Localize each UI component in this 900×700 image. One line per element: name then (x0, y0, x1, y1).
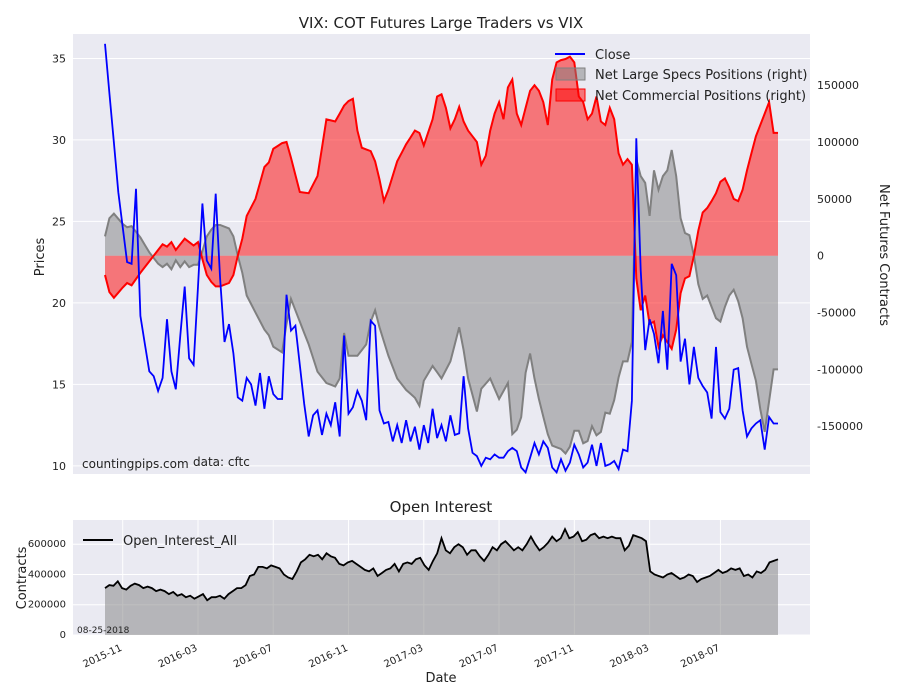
series-lines (104, 43, 778, 475)
oi-y-tick-label: 400000 (28, 569, 66, 580)
left-tick-label: 20 (52, 297, 66, 310)
oi-area (104, 526, 779, 635)
source-annotation: countingpips.com (82, 457, 189, 471)
left-tick-label: 35 (52, 52, 66, 65)
commercial-area (105, 56, 778, 349)
x-axis-label: Date (425, 671, 456, 686)
legend-specs-swatch (555, 67, 586, 81)
oi-chart-title: Open Interest (390, 498, 493, 516)
oi-legend: Open_Interest_All (83, 534, 237, 549)
x-tick-label: 2015-11 (81, 643, 124, 671)
close-line (104, 43, 778, 475)
right-tick-label: -100000 (817, 363, 863, 376)
x-tick-label: 2017-03 (383, 643, 426, 671)
x-tick-label: 2016-03 (157, 643, 200, 671)
data-annotation: data: cftc (193, 455, 250, 469)
legend-commercial-label: Net Commercial Positions (right) (595, 89, 806, 104)
oi-y-tick-label: 0 (60, 630, 66, 641)
right-tick-label: 100000 (817, 136, 859, 149)
price-chart-title: VIX: COT Futures Large Traders vs VIX (299, 14, 584, 32)
left-tick-labels: 10 15 20 25 30 35 (52, 52, 66, 472)
right-tick-labels: -150000 -100000 -50000 0 50000 100000 150000 (817, 79, 863, 433)
oi-line (104, 526, 779, 602)
net-positions-areas (105, 56, 778, 454)
legend-oi-label: Open_Interest_All (123, 534, 237, 549)
left-tick-label: 15 (52, 378, 66, 391)
left-tick-label: 30 (52, 134, 66, 147)
oi-axis-label: Contracts (15, 546, 30, 609)
specs-area (105, 150, 778, 454)
oi-x-tick-labels: 2015-11 2016-03 2016-07 2016-11 2017-03 2017-… (81, 643, 721, 671)
right-tick-label: 50000 (817, 193, 852, 206)
oi-y-tick-label: 600000 (28, 539, 66, 550)
legend-commercial-swatch (555, 88, 586, 102)
oi-fill (105, 529, 778, 635)
x-tick-label: 2016-11 (307, 643, 350, 671)
open-interest-panel: 0 200000 400000 600000 2015-11 2016-03 2016-0… (15, 498, 810, 686)
left-tick-label: 10 (52, 460, 66, 473)
right-axis-label: Net Futures Contracts (876, 184, 891, 326)
left-tick-label: 25 (52, 215, 66, 228)
right-tick-label: 150000 (817, 79, 859, 92)
oi-y-tick-labels: 0 200000 400000 600000 (28, 539, 66, 641)
right-tick-label: 0 (817, 250, 824, 263)
legend-close-label: Close (595, 48, 630, 63)
x-tick-label: 2018-03 (608, 643, 651, 671)
right-tick-label: -150000 (817, 420, 863, 433)
x-tick-label: 2018-07 (679, 643, 722, 671)
date-annotation: 08-25-2018 (77, 626, 130, 636)
x-tick-label: 2016-07 (232, 643, 275, 671)
price-panel: 10 15 20 25 30 35 -150000 -100000 -50000 0 50000 1… (33, 14, 891, 475)
right-tick-label: -50000 (817, 307, 856, 320)
legend-specs-label: Net Large Specs Positions (right) (595, 68, 807, 83)
oi-y-tick-label: 200000 (28, 600, 66, 611)
x-tick-label: 2017-07 (458, 643, 501, 671)
left-axis-label: Prices (33, 238, 48, 277)
x-tick-label: 2017-11 (533, 643, 576, 671)
price-legend: Close Net Large Specs Positions (right) … (555, 48, 807, 104)
